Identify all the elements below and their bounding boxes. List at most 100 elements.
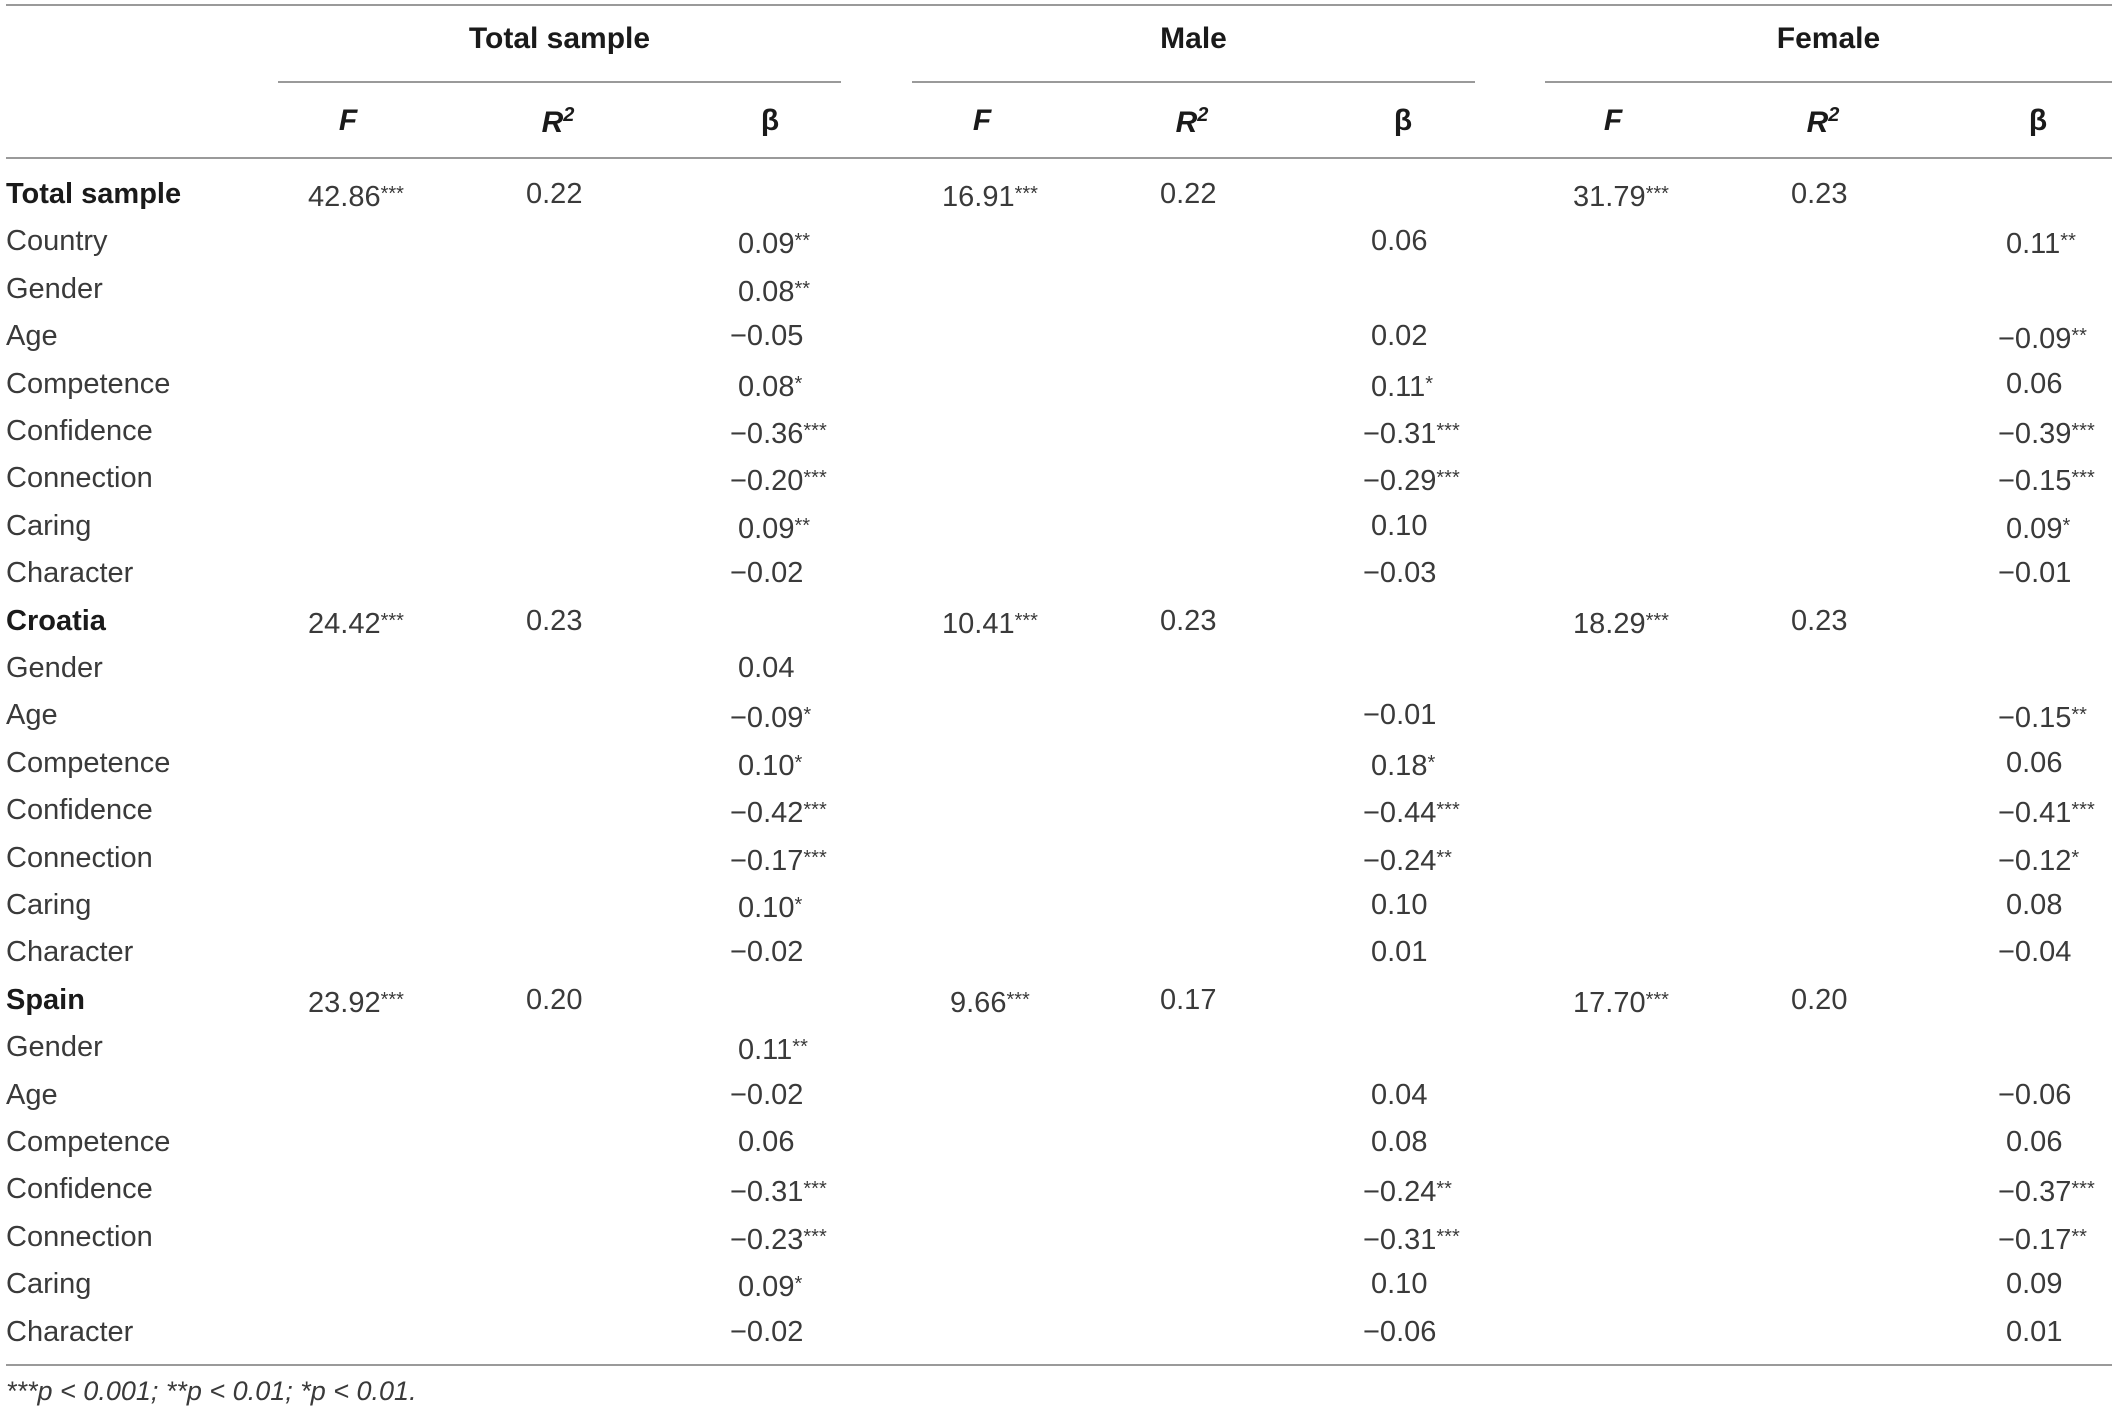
group-rule-female bbox=[1545, 81, 2112, 83]
cell-beta-female: −0.12* bbox=[1998, 844, 2080, 877]
cell-r2-total-sample: 0.23 bbox=[526, 604, 583, 637]
row-label: Confidence bbox=[6, 1173, 153, 1206]
row-label: Country bbox=[6, 225, 108, 258]
cell-beta-female: −0.06 bbox=[1998, 1078, 2072, 1111]
cell-beta-female: −0.17** bbox=[1998, 1223, 2087, 1256]
cell-beta-male: 0.04 bbox=[1371, 1078, 1428, 1111]
group-rule-total-sample bbox=[278, 81, 841, 83]
cell-beta-male: −0.01 bbox=[1363, 699, 1437, 732]
cell-r2-female: 0.23 bbox=[1791, 178, 1848, 210]
cell-beta-female: −0.01 bbox=[1998, 557, 2072, 590]
cell-r2-total-sample: 0.20 bbox=[526, 983, 583, 1016]
cell-beta-female: 0.09* bbox=[2006, 512, 2071, 545]
cell-beta-total-sample: −0.17*** bbox=[730, 844, 827, 877]
cell-beta-male: −0.03 bbox=[1363, 557, 1437, 590]
row-label: Competence bbox=[6, 367, 171, 400]
cell-beta-female: −0.09** bbox=[1998, 323, 2087, 356]
row-label: Gender bbox=[6, 272, 103, 305]
cell-beta-total-sample: 0.10* bbox=[738, 749, 803, 782]
row-label: Connection bbox=[6, 841, 153, 874]
cell-beta-male: −0.44*** bbox=[1363, 797, 1460, 830]
row-label: Connection bbox=[6, 462, 153, 495]
cell-beta-female: −0.04 bbox=[1998, 936, 2072, 969]
row-label: Confidence bbox=[6, 415, 153, 447]
cell-beta-total-sample: 0.06 bbox=[738, 1126, 795, 1158]
cell-beta-female: 0.08 bbox=[2006, 889, 2063, 921]
cell-beta-female: 0.06 bbox=[2006, 1126, 2063, 1158]
group-header-female: Female bbox=[1776, 22, 1881, 55]
table-top-rule bbox=[6, 4, 2112, 6]
sub-header-f-male: F bbox=[972, 104, 992, 137]
cell-f-female: 31.79*** bbox=[1573, 181, 1669, 213]
cell-beta-total-sample: −0.23*** bbox=[730, 1223, 827, 1256]
cell-beta-female: 0.06 bbox=[2006, 367, 2063, 400]
cell-beta-male: 0.10 bbox=[1371, 1268, 1428, 1301]
cell-f-total-sample: 23.92*** bbox=[308, 986, 404, 1019]
sub-header-f-total-sample: F bbox=[338, 104, 358, 137]
cell-f-total-sample: 42.86*** bbox=[308, 181, 404, 213]
row-group-label: Spain bbox=[6, 983, 85, 1016]
cell-beta-total-sample: −0.42*** bbox=[730, 797, 827, 830]
row-label: Confidence bbox=[6, 794, 153, 827]
cell-beta-total-sample: 0.09** bbox=[738, 512, 811, 545]
cell-beta-total-sample: 0.11** bbox=[738, 1034, 808, 1067]
row-label: Connection bbox=[6, 1220, 153, 1253]
cell-beta-total-sample: 0.10* bbox=[738, 892, 803, 924]
row-group-label: Total sample bbox=[6, 178, 182, 210]
row-label: Caring bbox=[6, 509, 92, 542]
table-bottom-rule bbox=[6, 1364, 2112, 1366]
cell-r2-female: 0.20 bbox=[1791, 983, 1848, 1016]
cell-beta-total-sample: −0.36*** bbox=[730, 418, 827, 450]
cell-beta-total-sample: −0.20*** bbox=[730, 465, 827, 498]
cell-beta-total-sample: 0.08* bbox=[738, 370, 803, 403]
cell-f-male: 10.41*** bbox=[942, 607, 1038, 640]
cell-beta-male: 0.11* bbox=[1371, 370, 1434, 403]
cell-beta-male: −0.24** bbox=[1363, 1176, 1452, 1209]
cell-beta-male: −0.29*** bbox=[1363, 465, 1460, 498]
cell-beta-male: 0.02 bbox=[1371, 320, 1428, 353]
cell-beta-female: −0.41*** bbox=[1998, 797, 2095, 830]
cell-f-female: 18.29*** bbox=[1573, 607, 1669, 640]
sub-header-r2-male: R2 bbox=[1175, 104, 1209, 139]
cell-beta-male: 0.06 bbox=[1371, 225, 1428, 258]
cell-beta-total-sample: −0.02 bbox=[730, 1078, 804, 1111]
cell-beta-female: 0.09 bbox=[2006, 1268, 2063, 1301]
cell-beta-total-sample: −0.02 bbox=[730, 936, 804, 969]
sub-header-r2-female: R2 bbox=[1806, 104, 1840, 139]
cell-beta-male: −0.31*** bbox=[1363, 418, 1460, 450]
cell-beta-female: 0.06 bbox=[2006, 746, 2063, 779]
group-rule-male bbox=[912, 81, 1475, 83]
cell-beta-total-sample: 0.04 bbox=[738, 652, 795, 684]
row-label: Gender bbox=[6, 1031, 103, 1064]
cell-r2-male: 0.23 bbox=[1160, 604, 1217, 637]
row-label: Character bbox=[6, 1315, 134, 1348]
row-label: Competence bbox=[6, 1126, 171, 1158]
cell-beta-male: −0.24** bbox=[1363, 844, 1452, 877]
cell-beta-female: −0.39*** bbox=[1998, 418, 2095, 450]
sub-header-beta-total-sample: β bbox=[760, 104, 780, 137]
row-label: Character bbox=[6, 557, 134, 590]
cell-beta-male: 0.08 bbox=[1371, 1126, 1428, 1158]
cell-beta-female: −0.37*** bbox=[1998, 1176, 2095, 1209]
cell-beta-total-sample: −0.02 bbox=[730, 1315, 804, 1348]
cell-beta-total-sample: 0.09** bbox=[738, 228, 811, 261]
cell-beta-total-sample: 0.09* bbox=[738, 1271, 803, 1304]
cell-beta-male: 0.10 bbox=[1371, 509, 1428, 542]
cell-beta-male: 0.01 bbox=[1371, 936, 1428, 969]
sub-header-f-female: F bbox=[1603, 104, 1623, 137]
cell-f-female: 17.70*** bbox=[1573, 986, 1669, 1019]
cell-beta-total-sample: −0.31*** bbox=[730, 1176, 827, 1209]
row-label: Age bbox=[6, 320, 58, 353]
cell-beta-total-sample: −0.05 bbox=[730, 320, 804, 353]
cell-r2-male: 0.22 bbox=[1160, 178, 1217, 210]
cell-beta-total-sample: −0.02 bbox=[730, 557, 804, 590]
row-label: Gender bbox=[6, 652, 103, 684]
cell-r2-male: 0.17 bbox=[1160, 983, 1217, 1016]
sub-header-r2-total-sample: R2 bbox=[541, 104, 575, 139]
row-label: Age bbox=[6, 699, 58, 732]
group-header-total-sample: Total sample bbox=[468, 22, 651, 55]
footnote: ***p < 0.001; **p < 0.01; *p < 0.01. bbox=[6, 1376, 417, 1406]
sub-header-beta-male: β bbox=[1393, 104, 1413, 137]
cell-f-total-sample: 24.42*** bbox=[308, 607, 404, 640]
row-group-label: Croatia bbox=[6, 604, 106, 637]
